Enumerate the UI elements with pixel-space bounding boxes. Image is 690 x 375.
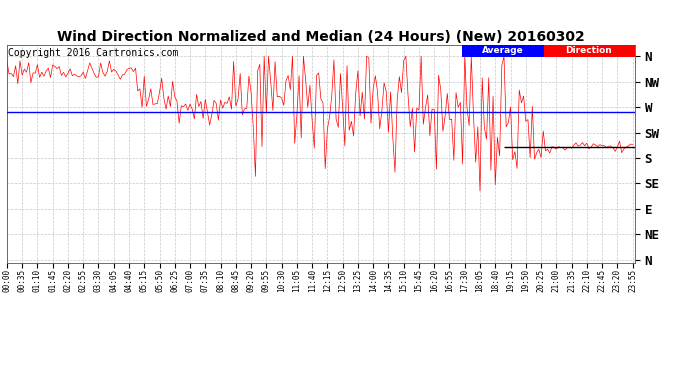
FancyBboxPatch shape <box>462 45 544 57</box>
FancyBboxPatch shape <box>544 45 635 57</box>
Text: Copyright 2016 Cartronics.com: Copyright 2016 Cartronics.com <box>8 48 178 58</box>
Title: Wind Direction Normalized and Median (24 Hours) (New) 20160302: Wind Direction Normalized and Median (24… <box>57 30 584 44</box>
Text: Direction: Direction <box>566 46 612 56</box>
Text: Average: Average <box>482 46 524 56</box>
